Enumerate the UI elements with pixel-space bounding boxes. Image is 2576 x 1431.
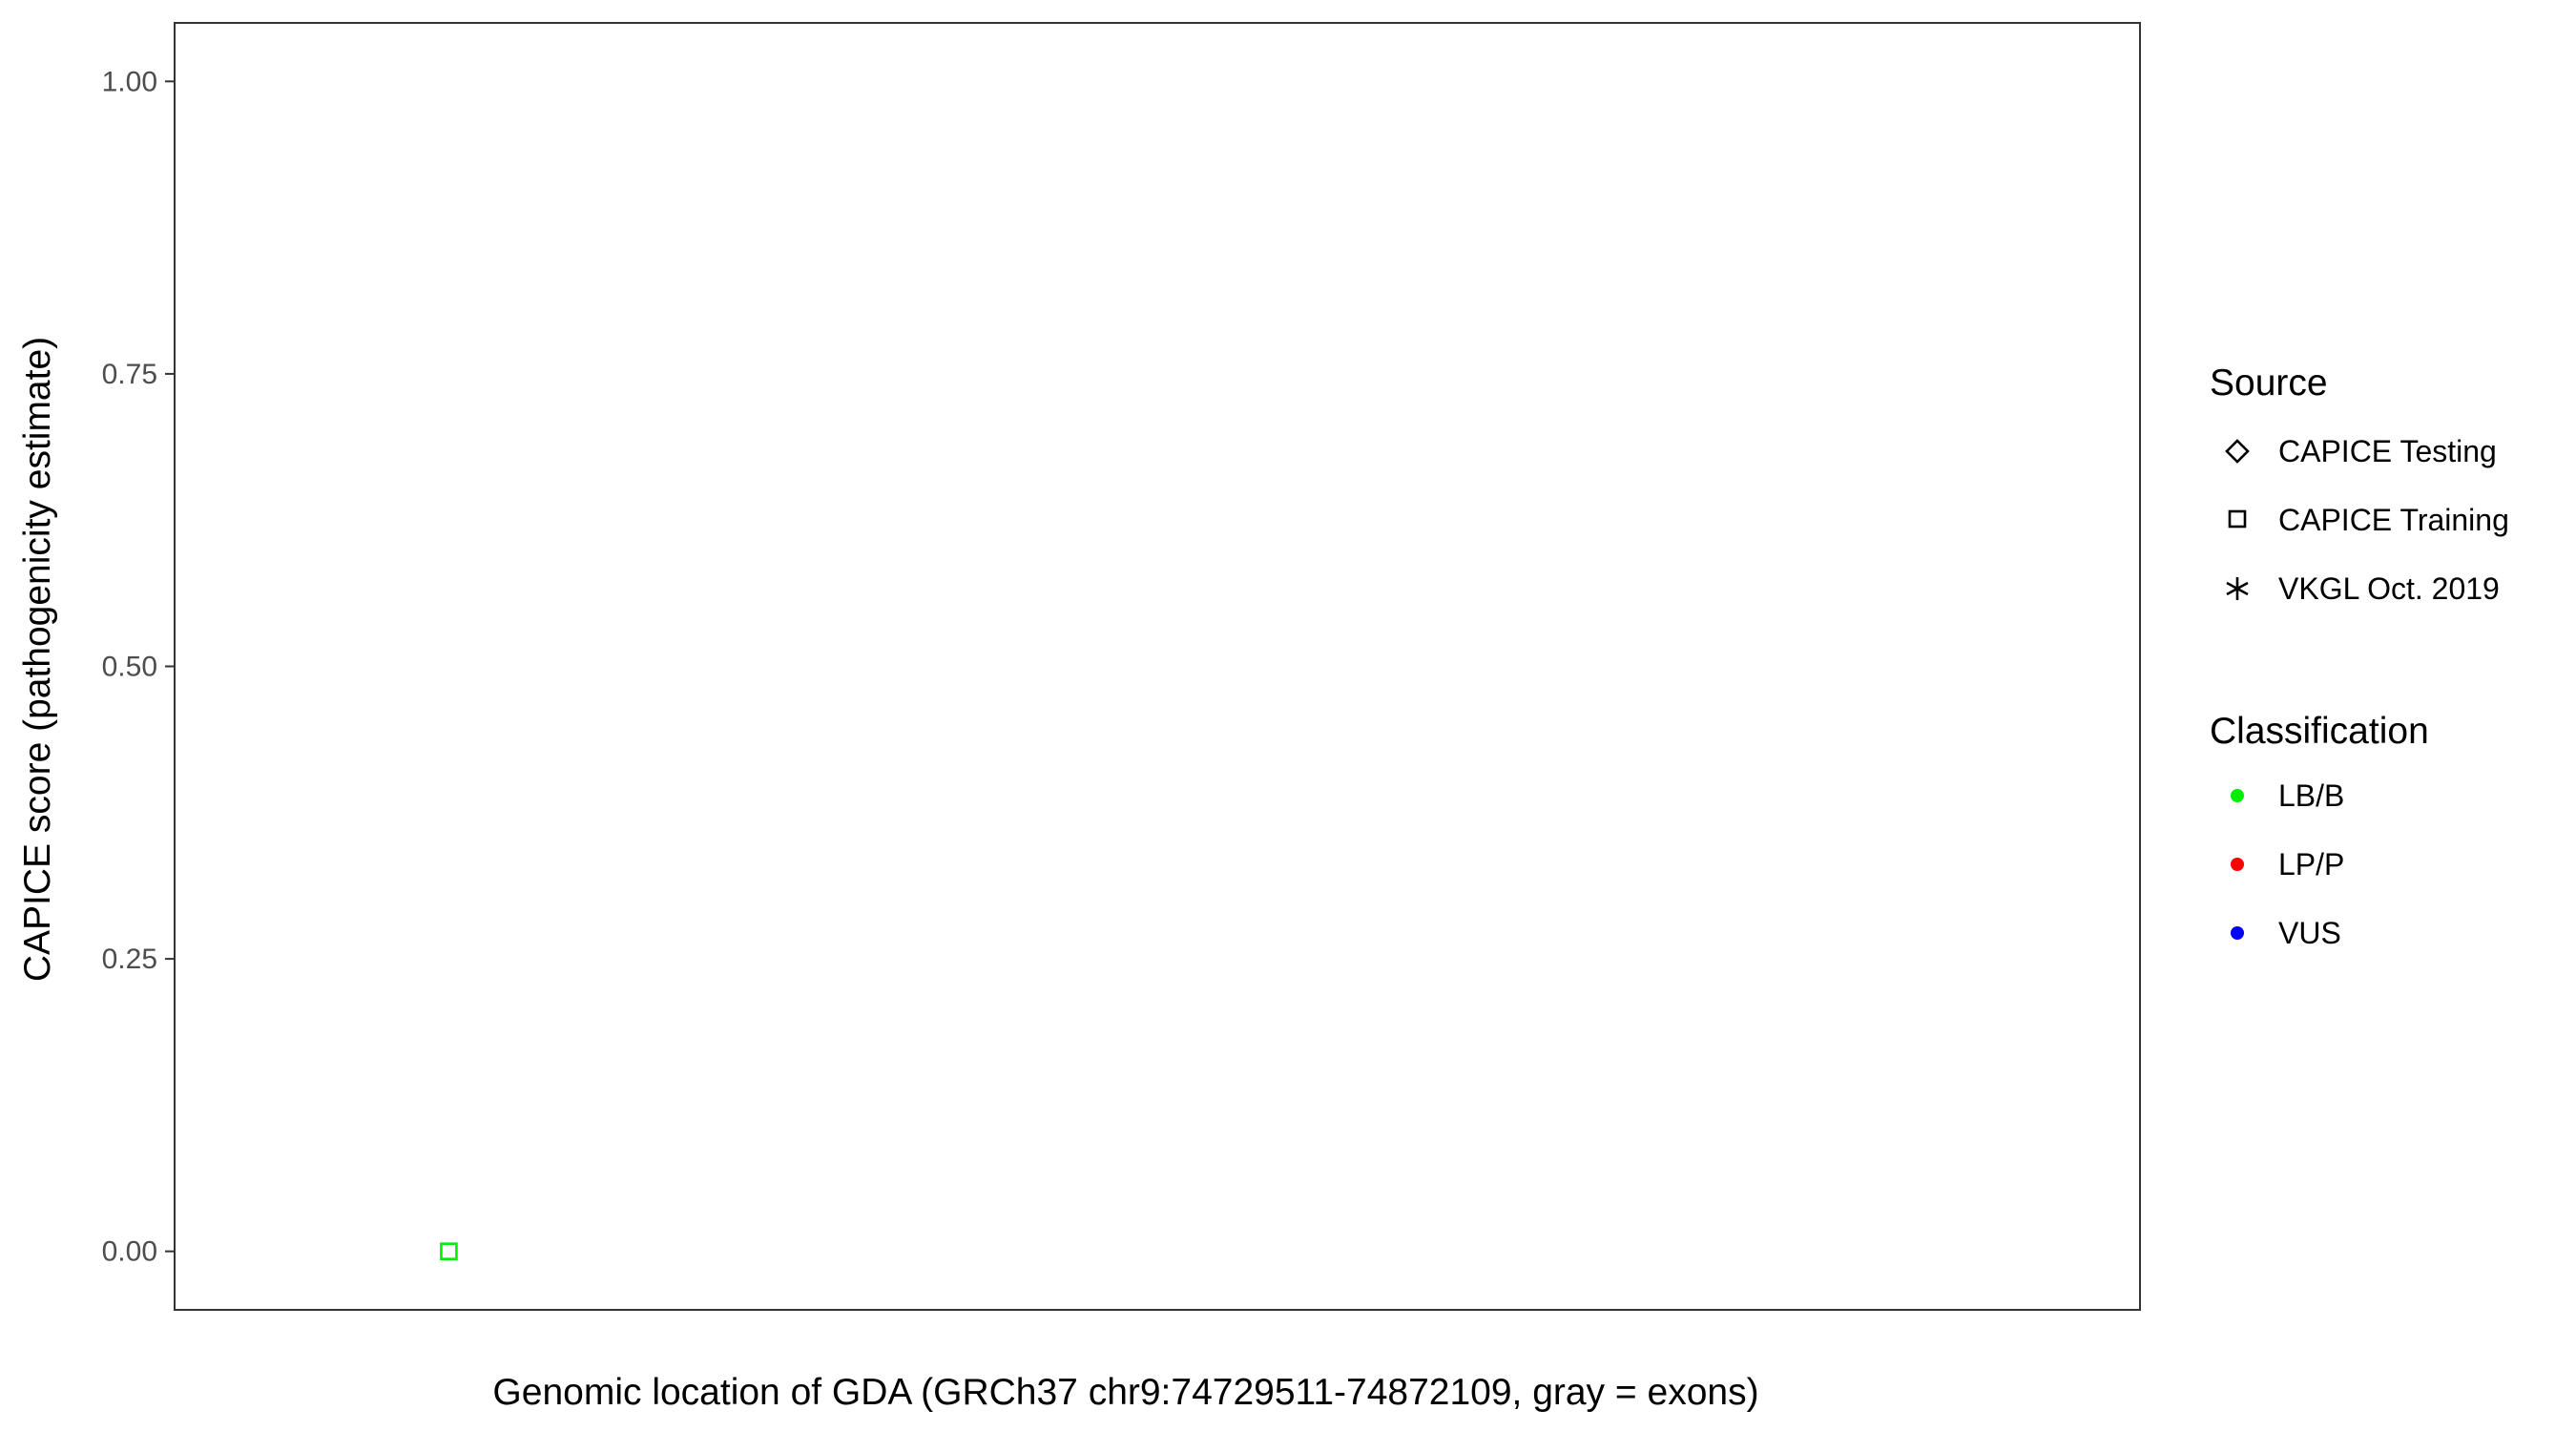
legend-classification: Classification LB/B LP/P VUS: [2210, 711, 2429, 950]
legend-class-label: LB/B: [2278, 778, 2344, 813]
data-points: [440, 1242, 458, 1260]
legend-classification-title: Classification: [2210, 711, 2429, 752]
legend-square-icon: [2228, 509, 2247, 529]
data-point-square: [440, 1242, 458, 1260]
y-tick-label: 1.00: [102, 66, 157, 97]
y-tick-label: 0.25: [102, 944, 157, 975]
y-tick-label: 0.75: [102, 359, 157, 390]
legend-source-title: Source: [2210, 363, 2328, 404]
y-tick-label: 0.50: [102, 652, 157, 683]
legend-vus-dot-icon: [2231, 926, 2244, 940]
legend-source-label: CAPICE Testing: [2278, 434, 2497, 468]
legend-diamond-icon: [2225, 439, 2250, 464]
legend-source-label: VKGL Oct. 2019: [2278, 571, 2500, 606]
legend-class-label: LP/P: [2278, 847, 2344, 881]
legend-lbb-dot-icon: [2231, 789, 2244, 802]
legend-source: Source CAPICE Testing CAPICE Training VK…: [2210, 363, 2509, 606]
x-axis-title: Genomic location of GDA (GRCh37 chr9:747…: [492, 1372, 1758, 1413]
legend-asterisk-icon: [2226, 577, 2249, 600]
y-tick-label: 0.00: [102, 1236, 157, 1268]
y-axis-title: CAPICE score (pathogenicity estimate): [17, 337, 58, 982]
legend-class-label: VUS: [2278, 916, 2341, 950]
y-axis: 0.00 0.25 0.50 0.75 1.00: [102, 66, 175, 1268]
legend-source-label: CAPICE Training: [2278, 503, 2509, 537]
legend-lpp-dot-icon: [2231, 858, 2244, 871]
